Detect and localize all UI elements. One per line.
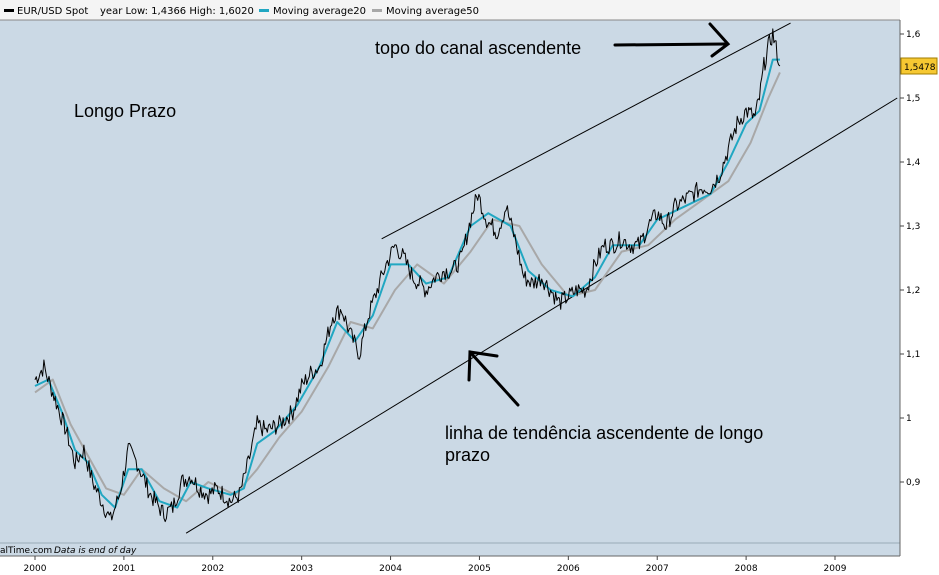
x-tick-label: 2002 (201, 564, 224, 574)
y-tick-label: 1,6 (906, 30, 921, 40)
x-tick-label: 2005 (468, 564, 491, 574)
legend-ma50: Moving average50 (386, 6, 479, 17)
legend-swatch-ma20 (259, 9, 269, 12)
last-value-badge: 1,5478 (900, 57, 938, 75)
footer-note: Data is end of day (54, 546, 137, 556)
y-tick-label: 1,2 (906, 286, 920, 296)
x-tick-label: 2001 (112, 564, 135, 574)
legend-year-range: year Low: 1,4366 High: 1,6020 (100, 6, 254, 17)
y-tick-label: 1,5 (906, 94, 920, 104)
annotation-left-label: Longo Prazo (74, 101, 176, 121)
x-tick-label: 2009 (824, 564, 847, 574)
annotation-top-label: topo do canal ascendente (375, 38, 581, 58)
x-tick-label: 2008 (735, 564, 758, 574)
series-layer (34, 28, 781, 523)
legend-instrument: EUR/USD Spot (17, 6, 88, 17)
x-tick-label: 2004 (379, 564, 402, 574)
annotation-trend-label-1: linha de tendência ascendente de longo (445, 423, 763, 443)
trendline-lower-trend (185, 97, 898, 534)
x-tick-label: 2003 (290, 564, 313, 574)
annotation-trend-label-2: prazo (445, 445, 490, 465)
trendline-upper-channel (381, 22, 791, 240)
y-tick-label: 1,3 (906, 222, 920, 232)
arrow-top (613, 22, 731, 58)
x-tick-label: 2006 (557, 564, 580, 574)
footer-source: alTime.com (0, 546, 52, 556)
y-tick-label: 1 (906, 414, 912, 424)
series-line-price (34, 28, 781, 523)
last-value-text: 1,5478 (904, 63, 936, 73)
y-tick-label: 0,9 (906, 478, 921, 488)
legend-ma20: Moving average20 (273, 6, 366, 17)
legend-bar (0, 0, 900, 20)
legend-swatch-price (4, 9, 14, 12)
y-axis: 0,9 1 1,1 1,2 1,3 1,4 1,5 1,6 (900, 30, 921, 488)
x-tick-label: 2007 (646, 564, 669, 574)
trendlines (185, 22, 898, 534)
last-value-box (900, 57, 938, 75)
legend-swatch-ma50 (372, 9, 382, 12)
x-tick-label: 2000 (24, 564, 47, 574)
arrow-trend (467, 350, 520, 407)
y-tick-label: 1,4 (906, 158, 921, 168)
series-line-ma50 (34, 71, 781, 503)
x-axis: 2000 2001 2002 2003 2004 2005 2006 2007 2008 2009 (24, 556, 847, 574)
y-tick-label: 1,1 (906, 350, 920, 360)
